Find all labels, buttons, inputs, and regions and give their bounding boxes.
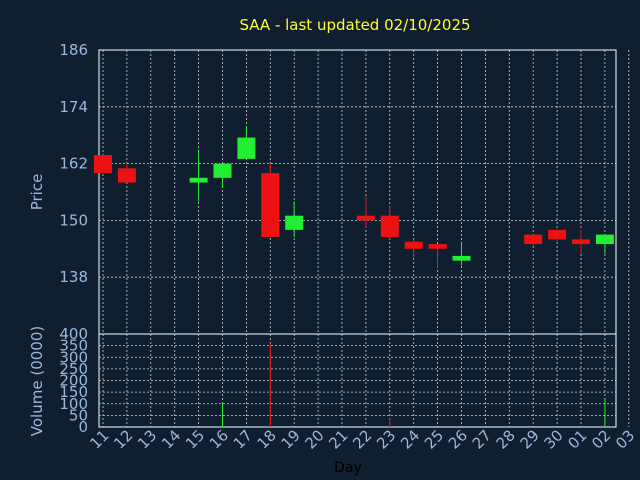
candle-body [285,215,304,230]
volume-tick-label: 400 [59,325,88,343]
x-tick-label: 14 [158,426,184,452]
candle-body [261,173,280,237]
x-tick-label: 13 [134,426,160,452]
price-panel: 186 174 162 150 138 [59,41,630,335]
candle-body [237,137,256,159]
candle-body [595,234,614,245]
x-tick-label: 17 [230,426,256,452]
x-tick-label: 26 [445,426,471,452]
x-axis-label: Day [334,460,362,476]
x-tick-label: 01 [564,426,590,452]
x-tick-label: 22 [349,426,375,452]
price-tick-label: 186 [59,41,88,59]
price-axis-label: Price [28,174,46,211]
volume-panel: 4003503002502001501005001112131415161718… [59,325,638,453]
volume-tick-label: 350 [59,337,88,355]
x-tick-label: 19 [278,426,304,452]
x-tick-label: 24 [397,426,423,452]
volume-tick-label: 150 [59,383,88,401]
price-tick-label: 138 [59,268,88,286]
x-tick-label: 03 [612,426,638,452]
candle-body [213,163,232,178]
x-tick-label: 30 [540,426,566,452]
price-plot-frame [98,49,617,335]
candle-body [548,229,567,240]
x-tick-label: 12 [110,426,136,452]
x-tick-label: 23 [373,426,399,452]
x-tick-label: 15 [182,426,208,452]
volume-tick-label: 300 [59,348,88,366]
candle-body [356,215,375,221]
volume-tick-label: 100 [59,395,88,413]
candle-body [428,244,447,249]
x-tick-label: 25 [421,426,447,452]
volume-tick-label: 0 [78,418,88,436]
candle-body [117,168,136,183]
x-tick-label: 11 [86,426,112,452]
x-tick-label: 02 [588,426,614,452]
candle-body [380,215,399,237]
volume-tick-label: 50 [69,406,88,424]
x-tick-label: 16 [206,426,232,452]
price-tick-label: 150 [59,211,88,229]
candle-body [452,255,471,261]
candle-body [404,241,423,249]
x-tick-label: 18 [254,426,280,452]
volume-tick-label: 200 [59,372,88,390]
x-tick-label: 29 [517,426,543,452]
price-tick-label: 174 [59,98,88,116]
candle-body [572,239,590,245]
x-tick-label: 28 [493,426,519,452]
chart-title: SAA - last updated 02/10/2025 [239,16,470,34]
candle-body [524,234,543,245]
volume-axis-label: Volume (0000) [28,326,46,436]
candle-body [94,155,112,174]
volume-tick-label: 250 [59,360,88,378]
candle-body [189,177,208,183]
x-tick-label: 21 [325,426,351,452]
x-tick-label: 20 [301,426,327,452]
price-tick-label: 162 [59,155,88,173]
x-tick-label: 27 [469,426,495,452]
